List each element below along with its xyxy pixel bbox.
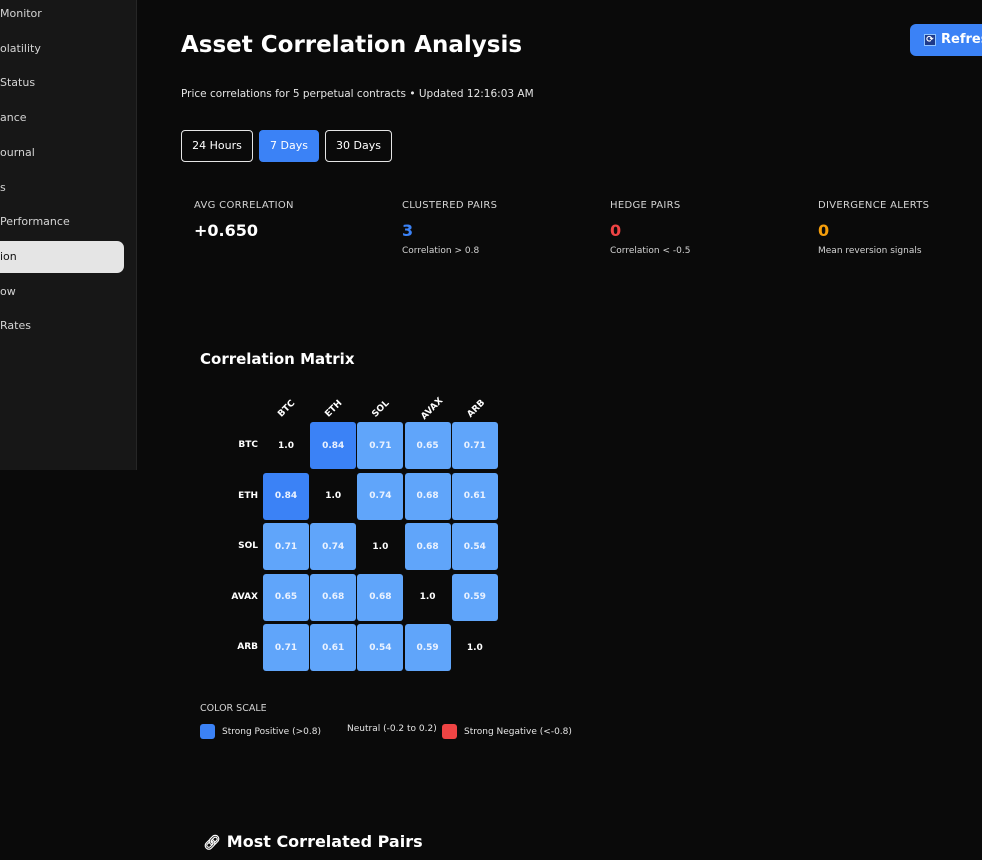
sidebar-item[interactable]: Performance: [0, 215, 70, 229]
stat-value: +0.650: [194, 221, 259, 240]
stat-note: Correlation < -0.5: [610, 246, 691, 256]
sidebar-item[interactable]: ournal: [0, 145, 35, 159]
stat-value: 0: [818, 221, 830, 240]
row-label: AVAX: [231, 591, 258, 602]
matrix-cell[interactable]: 1.0: [278, 440, 294, 451]
matrix-cell[interactable]: 0.71: [263, 624, 309, 672]
link-icon: 🔗︎: [203, 835, 221, 851]
matrix-cell[interactable]: 1.0: [325, 491, 342, 502]
stat-card: HEDGE PAIRS 0 Correlation < -0.5: [610, 200, 690, 256]
sidebar-item[interactable]: Monitor: [0, 7, 42, 20]
stat-note: Correlation > 0.8: [402, 246, 480, 256]
sidebar-item[interactable]: ion: [0, 240, 124, 273]
column-label: ARB: [465, 398, 488, 420]
sidebar-item[interactable]: ance: [0, 111, 27, 125]
stat-label: CLUSTERED PAIRS: [402, 200, 498, 211]
matrix-cell[interactable]: 0.61: [310, 624, 357, 672]
matrix-cell[interactable]: 0.65: [263, 573, 309, 621]
stat-label: AVG CORRELATION: [194, 200, 294, 211]
page-title: Asset Correlation Analysis: [181, 32, 523, 58]
row-label: ARB: [237, 642, 258, 653]
sidebar-item[interactable]: Status: [0, 76, 36, 90]
matrix-cell[interactable]: 0.71: [357, 422, 404, 469]
refresh-button[interactable]: ⟳Refres: [910, 24, 982, 56]
matrix-cell[interactable]: 0.68: [404, 523, 451, 571]
sidebar-item[interactable]: s: [0, 180, 6, 194]
matrix-cell[interactable]: 0.59: [451, 573, 498, 621]
matrix-cell[interactable]: 0.68: [404, 472, 451, 520]
matrix-cell[interactable]: 0.59: [404, 624, 451, 672]
stat-card: DIVERGENCE ALERTS 0 Mean reversion signals: [818, 200, 929, 256]
matrix-cell[interactable]: 0.65: [404, 422, 451, 469]
matrix-cell[interactable]: 0.54: [451, 523, 498, 571]
matrix-cell[interactable]: 1.0: [372, 541, 389, 552]
matrix-cell[interactable]: 1.0: [419, 592, 436, 603]
matrix-cell[interactable]: 0.71: [451, 422, 498, 469]
row-label: ETH: [238, 490, 258, 501]
stat-value: 3: [402, 221, 414, 240]
matrix-cell[interactable]: 0.84: [263, 472, 309, 520]
matrix-cell[interactable]: 0.74: [310, 523, 357, 571]
matrix-cell[interactable]: 0.71: [263, 523, 309, 571]
refresh-icon: ⟳: [924, 34, 936, 46]
legend-swatch: [200, 724, 215, 739]
column-label: BTC: [276, 398, 298, 420]
stat-label: DIVERGENCE ALERTS: [818, 200, 930, 211]
most-correlated-pairs-title: 🔗︎ Most Correlated Pairs: [203, 832, 423, 851]
stat-label: HEDGE PAIRS: [610, 200, 681, 211]
column-label: SOL: [370, 398, 392, 420]
page-subtitle: Price correlations for 5 perpetual contr…: [181, 88, 534, 100]
sidebar-item[interactable]: olatility: [0, 41, 41, 55]
range-7d-button[interactable]: 7 Days: [259, 130, 319, 162]
matrix-cell[interactable]: 0.68: [357, 573, 404, 621]
column-label: AVAX: [418, 396, 445, 422]
row-label: BTC: [238, 440, 258, 450]
column-label: ETH: [323, 398, 345, 420]
range-30d-button[interactable]: 30 Days: [325, 130, 392, 162]
sidebar: Monitor olatility Status ance ournal s Perform…: [0, 0, 137, 470]
matrix-cell[interactable]: 0.74: [357, 472, 404, 520]
legend-strong-positive: Strong Positive (>0.8): [200, 724, 321, 739]
sidebar-item[interactable]: Rates: [0, 319, 31, 333]
matrix-cell[interactable]: 0.84: [310, 422, 357, 469]
matrix-cell[interactable]: 0.61: [451, 472, 498, 520]
stat-card: AVG CORRELATION +0.650: [194, 200, 294, 246]
stat-value: 0: [610, 221, 622, 240]
range-24h-button[interactable]: 24 Hours: [181, 130, 253, 162]
matrix-title: Correlation Matrix: [200, 350, 355, 368]
stat-note: Mean reversion signals: [818, 246, 922, 256]
legend-title: COLOR SCALE: [200, 703, 267, 714]
matrix-cell[interactable]: 0.68: [310, 573, 357, 621]
sidebar-item[interactable]: ow: [0, 284, 16, 298]
row-label: SOL: [238, 541, 258, 552]
stat-card: CLUSTERED PAIRS 3 Correlation > 0.8: [402, 200, 497, 256]
legend-swatch: [442, 724, 457, 739]
legend-strong-negative: Strong Negative (<-0.8): [442, 724, 572, 739]
legend-neutral: Neutral (-0.2 to 0.2): [347, 724, 437, 734]
matrix-cell[interactable]: 1.0: [466, 642, 483, 653]
matrix-cell[interactable]: 0.54: [357, 624, 404, 672]
